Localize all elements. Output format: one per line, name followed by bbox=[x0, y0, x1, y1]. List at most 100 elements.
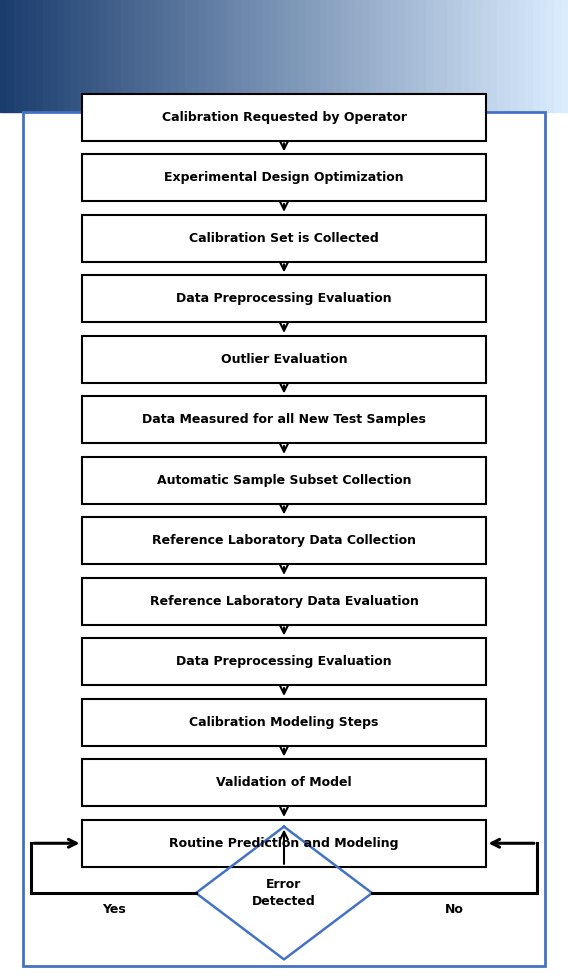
Bar bbox=[547, 0, 554, 112]
Polygon shape bbox=[196, 827, 372, 959]
Bar bbox=[22, 0, 28, 112]
Bar bbox=[7, 0, 14, 112]
Bar bbox=[227, 0, 235, 112]
Bar bbox=[440, 0, 448, 112]
Text: Data Measured for all New Test Samples: Data Measured for all New Test Samples bbox=[142, 413, 426, 427]
Bar bbox=[82, 578, 486, 625]
Bar bbox=[23, 112, 545, 966]
Bar bbox=[213, 0, 220, 112]
Bar bbox=[334, 0, 341, 112]
Bar bbox=[82, 759, 486, 806]
Text: Reference Laboratory Data Collection: Reference Laboratory Data Collection bbox=[152, 534, 416, 548]
Bar bbox=[142, 0, 149, 112]
Bar bbox=[262, 0, 270, 112]
Text: Yes: Yes bbox=[102, 903, 126, 915]
Bar bbox=[206, 0, 213, 112]
Bar bbox=[476, 0, 483, 112]
Text: Calibration Modeling Steps: Calibration Modeling Steps bbox=[189, 715, 379, 729]
Bar bbox=[327, 0, 333, 112]
Bar bbox=[518, 0, 525, 112]
Bar bbox=[82, 699, 486, 746]
Bar bbox=[448, 0, 454, 112]
Bar bbox=[277, 0, 284, 112]
Bar bbox=[461, 0, 469, 112]
Bar bbox=[398, 0, 404, 112]
Bar bbox=[82, 336, 486, 383]
Bar bbox=[533, 0, 540, 112]
Bar bbox=[249, 0, 256, 112]
Bar bbox=[319, 0, 327, 112]
Bar bbox=[82, 517, 486, 564]
Bar bbox=[312, 0, 319, 112]
Bar bbox=[71, 0, 78, 112]
Bar bbox=[14, 0, 22, 112]
Bar bbox=[306, 0, 312, 112]
Text: Error
Detected: Error Detected bbox=[252, 878, 316, 908]
Bar bbox=[78, 0, 85, 112]
Bar bbox=[383, 0, 391, 112]
Bar bbox=[121, 0, 128, 112]
Bar bbox=[454, 0, 461, 112]
Bar bbox=[43, 0, 50, 112]
Text: Validation of Model: Validation of Model bbox=[216, 776, 352, 790]
Bar bbox=[0, 0, 7, 112]
Bar bbox=[525, 0, 533, 112]
Bar bbox=[504, 0, 511, 112]
Bar bbox=[404, 0, 412, 112]
Bar bbox=[377, 0, 383, 112]
Text: Automatic Sample Subset Collection: Automatic Sample Subset Collection bbox=[157, 473, 411, 487]
Text: No: No bbox=[445, 903, 464, 915]
Bar bbox=[192, 0, 199, 112]
Bar bbox=[185, 0, 191, 112]
Bar bbox=[419, 0, 426, 112]
Text: Data Preprocessing Evaluation: Data Preprocessing Evaluation bbox=[176, 292, 392, 305]
Bar bbox=[291, 0, 298, 112]
Bar bbox=[298, 0, 306, 112]
Text: Calibration Requested by Operator: Calibration Requested by Operator bbox=[161, 110, 407, 124]
Bar bbox=[355, 0, 362, 112]
Bar bbox=[284, 0, 291, 112]
Bar bbox=[511, 0, 518, 112]
Bar bbox=[554, 0, 561, 112]
Text: Experimental Design Optimization: Experimental Design Optimization bbox=[164, 171, 404, 184]
Bar bbox=[362, 0, 369, 112]
Bar bbox=[369, 0, 376, 112]
Bar bbox=[433, 0, 440, 112]
Bar bbox=[92, 0, 99, 112]
Bar bbox=[426, 0, 433, 112]
Bar bbox=[270, 0, 277, 112]
Bar bbox=[50, 0, 57, 112]
Bar bbox=[64, 0, 71, 112]
Bar bbox=[540, 0, 547, 112]
Bar bbox=[199, 0, 206, 112]
Text: Data Preprocessing Evaluation: Data Preprocessing Evaluation bbox=[176, 655, 392, 669]
Bar bbox=[469, 0, 475, 112]
Bar bbox=[483, 0, 490, 112]
Bar bbox=[82, 457, 486, 504]
Bar bbox=[82, 275, 486, 322]
Bar bbox=[82, 215, 486, 262]
Text: Calibration Set is Collected: Calibration Set is Collected bbox=[189, 231, 379, 245]
Bar bbox=[391, 0, 398, 112]
Bar bbox=[82, 396, 486, 443]
Bar bbox=[82, 820, 486, 867]
Text: Outlier Evaluation: Outlier Evaluation bbox=[221, 352, 347, 366]
Bar bbox=[497, 0, 504, 112]
Bar bbox=[341, 0, 348, 112]
Bar bbox=[82, 638, 486, 685]
Bar bbox=[170, 0, 177, 112]
Bar bbox=[135, 0, 142, 112]
Text: Reference Laboratory Data Evaluation: Reference Laboratory Data Evaluation bbox=[149, 594, 419, 608]
Bar bbox=[114, 0, 121, 112]
Bar bbox=[220, 0, 227, 112]
Text: Routine Prediction and Modeling: Routine Prediction and Modeling bbox=[169, 836, 399, 850]
Bar bbox=[35, 0, 43, 112]
Bar bbox=[128, 0, 135, 112]
Bar bbox=[82, 94, 486, 141]
Bar bbox=[85, 0, 93, 112]
Bar bbox=[57, 0, 64, 112]
Bar bbox=[107, 0, 114, 112]
Bar bbox=[156, 0, 164, 112]
Bar bbox=[149, 0, 156, 112]
Bar bbox=[412, 0, 419, 112]
